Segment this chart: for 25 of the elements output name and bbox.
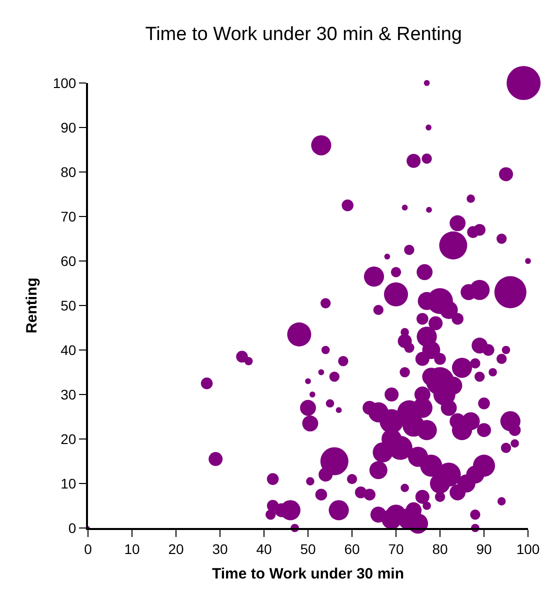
chart-title: Time to Work under 30 min & Renting (145, 24, 462, 46)
x-tick-label: 30 (212, 540, 228, 557)
y-tick-label: 100 (52, 74, 76, 91)
x-tick-label: 0 (84, 540, 92, 557)
x-tick-label: 40 (256, 540, 272, 557)
x-tick-label: 60 (344, 540, 360, 557)
x-tick-label: 70 (388, 540, 404, 557)
y-tick-label: 80 (60, 164, 76, 180)
y-tick-label: 0 (68, 520, 76, 536)
y-tick-label: 20 (60, 430, 76, 447)
y-axis-title: Renting (24, 278, 41, 334)
x-tick-label: 50 (300, 540, 316, 557)
x-tick-label: 20 (168, 540, 184, 557)
y-tick-label: 10 (60, 475, 76, 492)
x-axis-title: Time to Work under 30 min (212, 565, 404, 582)
y-tick-label: 60 (60, 252, 76, 269)
x-tick-label: 10 (124, 540, 140, 557)
x-tick-label: 100 (516, 540, 540, 557)
y-tick-label: 90 (60, 119, 76, 136)
y-tick-label: 70 (60, 208, 76, 224)
y-tick-label: 30 (60, 386, 76, 402)
y-tick-label: 50 (60, 297, 76, 314)
y-tick-label: 40 (60, 342, 76, 358)
x-tick-label: 90 (476, 540, 492, 557)
x-tick-label: 80 (432, 540, 448, 557)
